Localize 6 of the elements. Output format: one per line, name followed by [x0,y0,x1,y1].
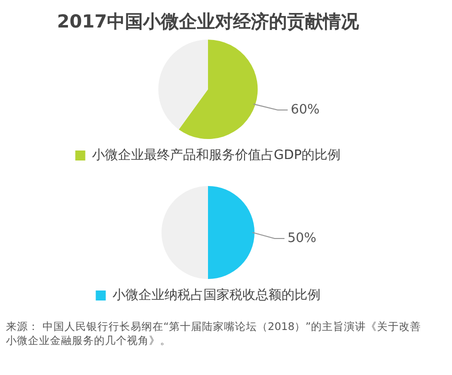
chart-title: 2017中国小微企业对经济的贡献情况 [56,11,360,32]
data-label: 60% [290,102,320,118]
legend-label: 小微企业最终产品和服务价值占GDP的比例 [92,148,341,163]
source-note: 来源： 中国人民银行行长易纲在“第十届陆家嘴论坛（2018）”的主旨演讲《关于改善小微企业金融服务的几个视角》。 [6,320,422,348]
data-label: 50% [288,230,316,246]
legend-label: 小微企业纳税占国家税收总额的比例 [112,286,320,303]
